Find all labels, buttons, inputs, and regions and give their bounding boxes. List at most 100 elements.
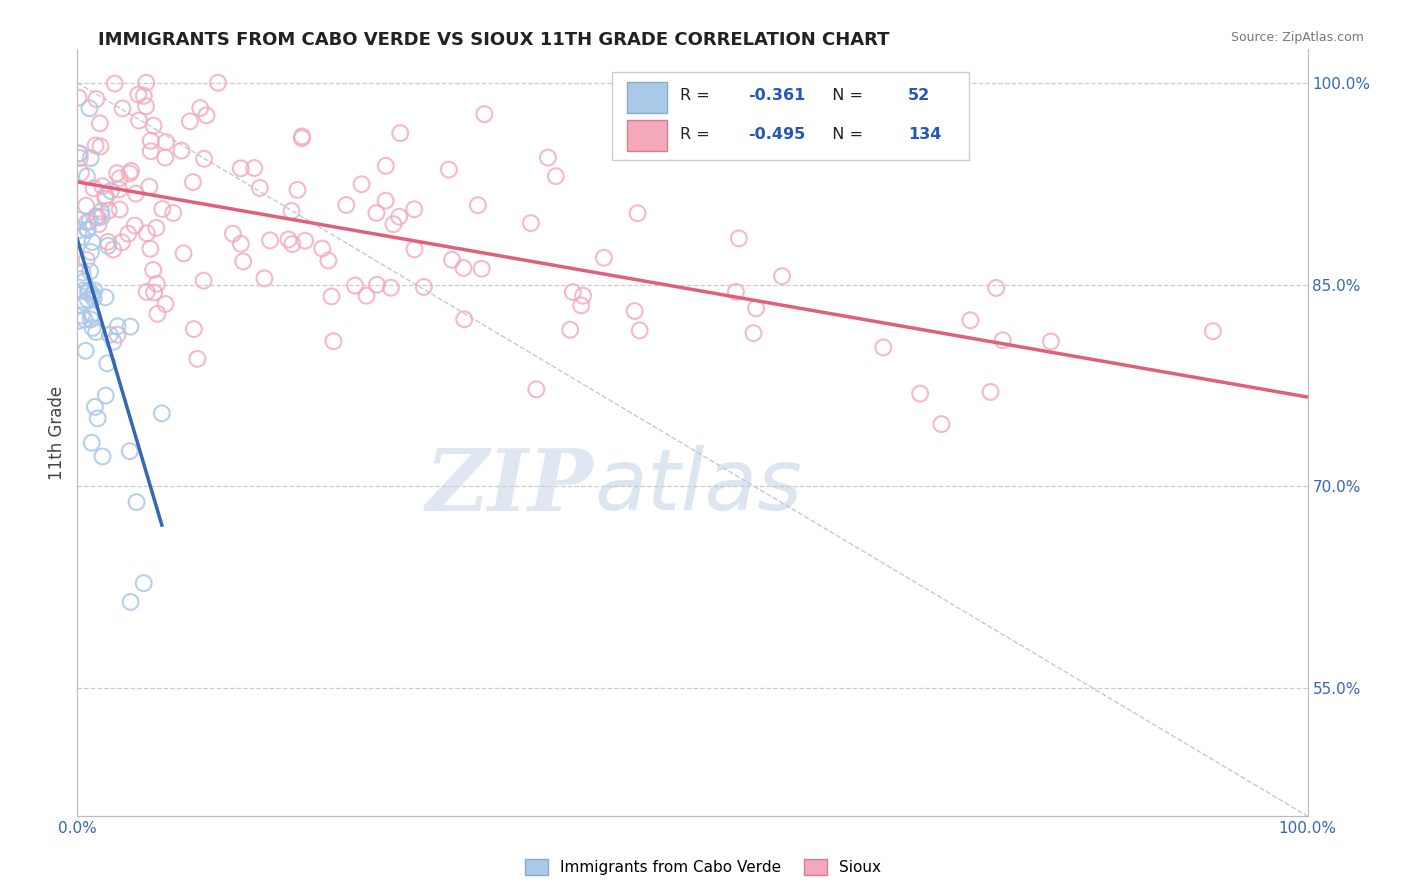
Text: ZIP: ZIP — [426, 444, 595, 528]
Point — [139, 145, 162, 159]
Point — [108, 202, 131, 217]
Point — [75, 343, 97, 358]
Point — [107, 327, 129, 342]
Point — [107, 319, 129, 334]
Point — [79, 312, 101, 326]
Point — [321, 289, 343, 303]
Text: IMMIGRANTS FROM CABO VERDE VS SIOUX 11TH GRADE CORRELATION CHART: IMMIGRANTS FROM CABO VERDE VS SIOUX 11TH… — [98, 31, 890, 49]
Point — [280, 204, 302, 219]
Point — [380, 281, 402, 295]
Point — [80, 435, 103, 450]
Point — [440, 252, 463, 267]
Point — [770, 269, 793, 284]
Point — [382, 217, 405, 231]
Point — [86, 92, 108, 106]
Point — [472, 107, 495, 121]
Point — [69, 146, 91, 161]
Point — [79, 214, 101, 228]
Point — [83, 291, 105, 305]
Point — [287, 183, 309, 197]
Point — [253, 271, 276, 285]
Point — [207, 76, 229, 90]
Point — [186, 351, 208, 366]
Point — [181, 175, 204, 189]
Point — [76, 215, 98, 229]
Point — [84, 138, 107, 153]
Point — [628, 323, 651, 337]
Point — [83, 181, 105, 195]
Point — [135, 226, 157, 240]
Point — [537, 151, 560, 165]
Point — [96, 356, 118, 370]
Point — [73, 295, 96, 310]
Point — [291, 129, 314, 144]
Point — [79, 101, 101, 115]
Point — [745, 301, 768, 316]
Point — [569, 298, 592, 312]
Point — [374, 159, 396, 173]
Point — [120, 319, 142, 334]
Point — [311, 242, 333, 256]
Point — [97, 235, 120, 249]
Point — [82, 321, 104, 335]
Point — [931, 417, 953, 431]
Point — [104, 77, 127, 91]
Point — [100, 184, 122, 198]
Point — [980, 384, 1002, 399]
Point — [97, 203, 120, 218]
Point — [87, 211, 110, 225]
Point — [67, 91, 90, 105]
Text: 134: 134 — [908, 128, 941, 143]
Point — [162, 206, 184, 220]
Point — [90, 210, 112, 224]
Point — [117, 227, 139, 241]
Point — [724, 285, 747, 299]
Point — [291, 131, 314, 145]
Point — [135, 99, 157, 113]
Point — [79, 264, 101, 278]
Point — [453, 260, 475, 275]
Text: R =: R = — [681, 87, 716, 103]
Point — [83, 284, 105, 298]
Point — [84, 400, 107, 414]
Point — [111, 102, 134, 116]
Point — [143, 285, 166, 300]
Point — [742, 326, 765, 341]
Point — [84, 325, 107, 339]
Point — [70, 166, 93, 180]
Point — [366, 206, 388, 220]
Point — [453, 312, 475, 326]
Point — [437, 162, 460, 177]
Point — [67, 314, 90, 328]
Point — [153, 151, 176, 165]
Point — [520, 216, 543, 230]
Point — [76, 252, 98, 267]
Point — [592, 251, 614, 265]
Point — [80, 308, 103, 322]
Point — [98, 327, 121, 342]
Point — [72, 284, 94, 298]
Point — [128, 113, 150, 128]
Point — [318, 253, 340, 268]
Point — [108, 182, 131, 196]
Point — [69, 151, 91, 165]
Point — [146, 307, 169, 321]
Point — [188, 101, 211, 115]
Point — [120, 164, 142, 178]
Point — [82, 235, 104, 249]
Point — [67, 223, 90, 237]
Text: atlas: atlas — [595, 445, 801, 528]
Point — [243, 161, 266, 175]
Point — [467, 198, 489, 212]
Point — [70, 309, 93, 323]
Point — [142, 119, 165, 133]
Point — [170, 144, 193, 158]
Bar — [627, 82, 666, 112]
Point — [111, 235, 134, 250]
Point — [150, 202, 173, 216]
Point — [193, 274, 215, 288]
Point — [135, 76, 157, 90]
Point — [959, 313, 981, 327]
Point — [79, 151, 101, 165]
Point — [1202, 324, 1225, 338]
